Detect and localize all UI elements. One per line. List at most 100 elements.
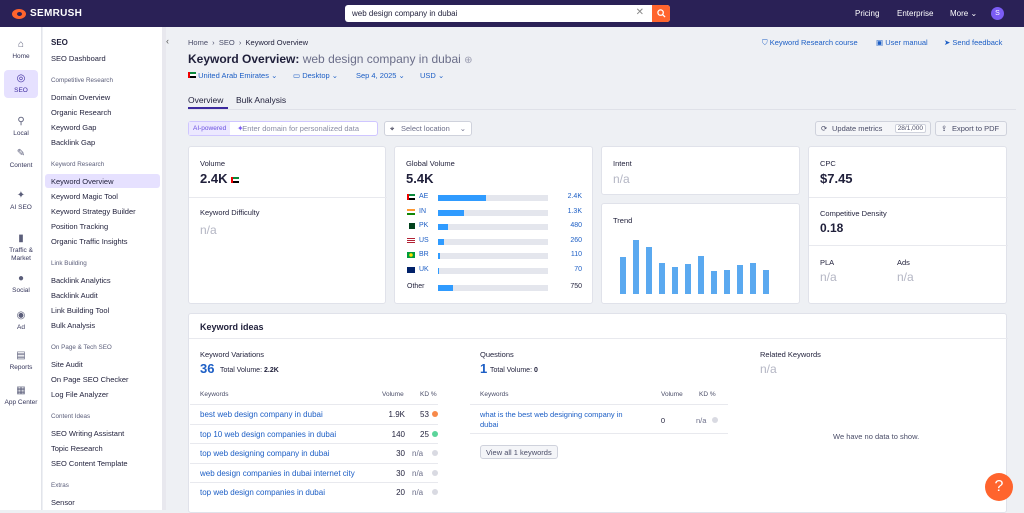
kd-dot [432, 489, 438, 495]
question-keyword-link[interactable]: what is the best web designing company i… [480, 410, 623, 429]
trend-bar[interactable] [646, 247, 652, 294]
menu-item[interactable]: Backlink Analytics [51, 276, 111, 285]
uae-flag-icon [231, 177, 240, 183]
country-filter[interactable]: United Arab Emirates ⌄ [188, 71, 277, 80]
user-manual-link[interactable]: ▣ User manual [876, 38, 928, 47]
trend-bar[interactable] [633, 240, 639, 294]
menu-item[interactable]: Keyword Magic Tool [51, 192, 118, 201]
questions-total-value: 0 [533, 367, 538, 374]
tab-overview[interactable]: Overview [188, 95, 224, 105]
keyword-link[interactable]: top 10 web design companies in dubai [200, 429, 337, 439]
rail-item-app-center[interactable]: ▦ App Center [4, 382, 38, 410]
keyword-link[interactable]: best web design company in dubai [200, 410, 323, 419]
flag-icon [407, 208, 415, 215]
breadcrumb-home[interactable]: Home [188, 38, 209, 47]
keyword-link[interactable]: top web designing company in dubai [200, 449, 330, 458]
avatar[interactable]: S [991, 7, 1004, 20]
menu-item-keyword-overview[interactable]: Keyword Overview [51, 177, 114, 186]
rail-item-content[interactable]: ✎ Content [4, 145, 38, 173]
ads-value: n/a [897, 270, 914, 284]
trend-bar[interactable] [685, 264, 691, 294]
rail-item-local[interactable]: ⚲ Local [4, 113, 38, 141]
keyword-volume: 30 [396, 468, 405, 478]
menu-item-seo-dashboard[interactable]: SEO Dashboard [51, 54, 106, 63]
menu-item[interactable]: On Page SEO Checker [51, 375, 129, 384]
help-button[interactable]: ? [985, 473, 1013, 501]
device-label: Desktop [302, 71, 330, 80]
global-volume-row[interactable]: US 260 [407, 236, 582, 247]
menu-item[interactable]: Backlink Gap [51, 138, 96, 147]
update-metrics-button[interactable]: ⟳ Update metrics 28/1,000 [815, 121, 931, 136]
kd-dot [432, 411, 438, 417]
menu-item[interactable]: Organic Research [51, 108, 112, 117]
menu-item[interactable]: Domain Overview [51, 93, 111, 102]
global-volume-row[interactable]: PK 480 [407, 222, 582, 232]
rail-item-ai-seo[interactable]: ✦ AI SEO [4, 187, 38, 215]
menu-item[interactable]: SEO Content Template [51, 459, 128, 468]
menu-item[interactable]: Keyword Gap [51, 123, 97, 132]
ai-domain-input[interactable]: AI-powered ✦ Enter domain for personaliz… [188, 121, 378, 136]
menu-item[interactable]: Link Building Tool [51, 306, 110, 315]
menu-item[interactable]: Sensor [51, 498, 75, 507]
trend-bar[interactable] [737, 264, 743, 294]
nav-enterprise[interactable]: Enterprise [897, 9, 934, 18]
export-pdf-button[interactable]: ⇪ Export to PDF [935, 121, 1007, 136]
currency-filter[interactable]: USD ⌄ [420, 71, 444, 80]
menu-item[interactable]: Bulk Analysis [51, 321, 96, 330]
keyword-ideas-title: Keyword ideas [200, 322, 264, 332]
variations-count[interactable]: 36 [200, 361, 215, 376]
collapse-menu-icon[interactable]: ‹ [166, 36, 169, 46]
rail-item-reports[interactable]: ▤ Reports [4, 347, 38, 375]
rail-item-social[interactable]: ● Social [4, 270, 38, 298]
menu-item[interactable]: SEO Writing Assistant [51, 429, 125, 438]
send-feedback-link[interactable]: ➤ Send feedback [944, 38, 1002, 47]
global-volume-row[interactable]: UK 70 [407, 266, 582, 276]
questions-count[interactable]: 1 [480, 361, 488, 376]
search-value: web design company in dubai [352, 9, 458, 18]
menu-item[interactable]: Backlink Audit [51, 291, 98, 300]
rail-item-ad[interactable]: ◉ Ad [4, 307, 38, 335]
country-code: US [419, 236, 429, 244]
trend-bar[interactable] [672, 267, 678, 294]
trend-bar[interactable] [620, 256, 626, 294]
menu-item[interactable]: Position Tracking [51, 222, 109, 231]
trend-bar[interactable] [698, 255, 704, 294]
menu-scrollbar[interactable] [162, 27, 166, 510]
global-volume-row[interactable]: IN 1.3K [407, 208, 582, 218]
rail-item-traffic-market[interactable]: ▮ Traffic & Market [4, 230, 38, 266]
rail-item-label: Home [12, 53, 30, 60]
trend-bar[interactable] [659, 262, 665, 294]
breadcrumb-seo[interactable]: SEO [218, 38, 235, 47]
search-input[interactable]: web design company in dubai ✕ [345, 5, 670, 22]
keyword-volume: 1.9K [388, 410, 405, 419]
rail-item-home[interactable]: ⌂ Home [4, 36, 38, 64]
related-keywords-value: n/a [760, 362, 777, 376]
nav-pricing[interactable]: Pricing [855, 9, 880, 18]
keyword-link[interactable]: web design companies in dubai internet c… [200, 468, 355, 478]
search-button[interactable] [652, 5, 670, 22]
menu-item[interactable]: Topic Research [51, 444, 103, 453]
menu-item[interactable]: Log File Analyzer [51, 390, 109, 399]
tab-bulk-analysis[interactable]: Bulk Analysis [236, 95, 287, 105]
trend-bar[interactable] [750, 262, 756, 294]
view-all-questions-button[interactable]: View all 1 keywords [480, 445, 558, 459]
trend-bar[interactable] [724, 270, 730, 294]
menu-item[interactable]: Organic Traffic Insights [51, 237, 128, 246]
global-volume-row[interactable]: BR 110 [407, 251, 582, 261]
rail-item-seo[interactable]: ◎ SEO [4, 70, 38, 98]
add-keyword-icon[interactable]: ⊕ [464, 55, 473, 66]
clear-icon[interactable]: ✕ [635, 7, 644, 18]
trend-bar[interactable] [711, 271, 717, 294]
trend-bar[interactable] [763, 270, 769, 294]
location-select[interactable]: ⌖ Select location ⌄ [384, 121, 472, 136]
menu-item[interactable]: Site Audit [51, 360, 83, 369]
nav-more[interactable]: More ⌄ [950, 9, 977, 18]
date-filter[interactable]: Sep 4, 2025 ⌄ [356, 71, 405, 80]
keyword-link[interactable]: top web design companies in dubai [200, 488, 325, 497]
feedback-icon: ➤ [944, 38, 951, 47]
keyword-course-link[interactable]: ⛉ Keyword Research course [762, 38, 858, 48]
menu-item[interactable]: Keyword Strategy Builder [51, 207, 136, 216]
device-filter[interactable]: ▭ Desktop ⌄ [293, 71, 338, 80]
semrush-logo[interactable]: SEMRUSH [12, 8, 82, 19]
global-volume-row[interactable]: AE 2.4K [407, 193, 582, 203]
